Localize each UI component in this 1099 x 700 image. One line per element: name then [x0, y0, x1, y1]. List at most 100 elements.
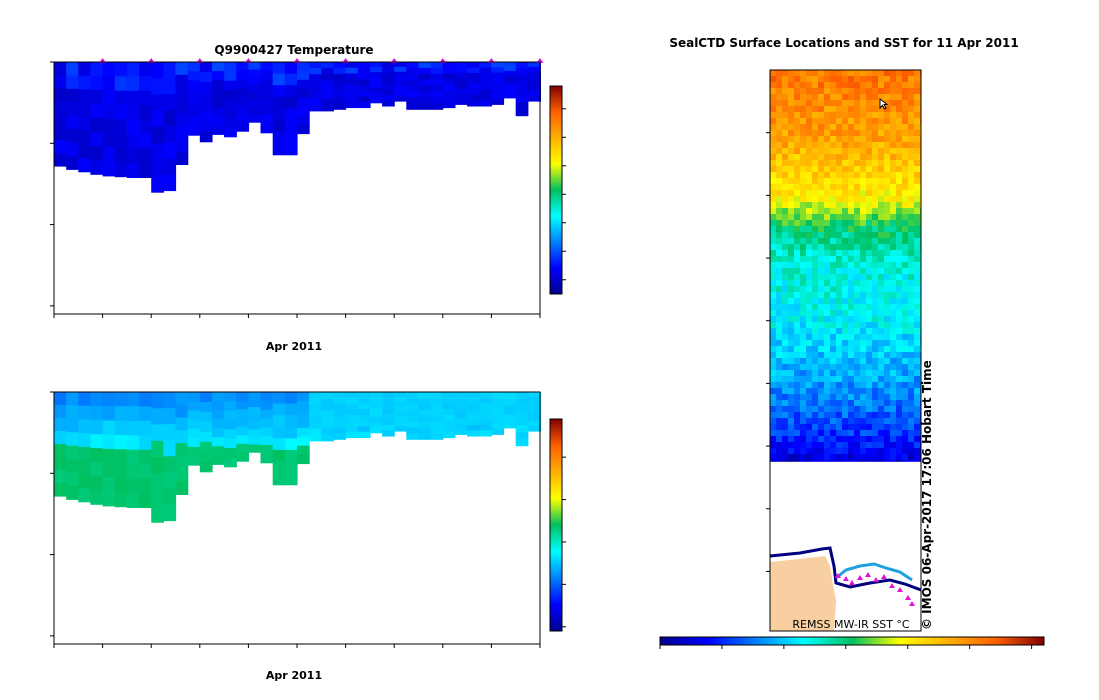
section-cell [248, 107, 262, 116]
section-cell [442, 79, 456, 86]
sst-cell [866, 286, 872, 292]
sst-cell [830, 346, 836, 352]
section-cell [442, 397, 456, 404]
sst-cell [788, 286, 794, 292]
sst-cell [866, 322, 872, 328]
sst-cell [782, 148, 788, 154]
sst-cell [860, 358, 866, 364]
section-cell [442, 414, 456, 422]
section-cell [479, 62, 493, 69]
sst-cell [842, 232, 848, 238]
sst-cell [836, 202, 842, 208]
sst-cell [794, 88, 800, 94]
sst-cell [806, 364, 812, 370]
sst-cell [854, 142, 860, 148]
sst-cell [830, 376, 836, 382]
sst-cell [860, 322, 866, 328]
sst-cell [830, 280, 836, 286]
sst-cell [782, 316, 788, 322]
sst-cell [878, 382, 884, 388]
sst-cell [866, 292, 872, 298]
sst-cell [794, 148, 800, 154]
section-cell [78, 116, 91, 132]
sst-cell [884, 352, 890, 358]
section-cell [333, 397, 347, 405]
sst-cell [800, 286, 806, 292]
sst-cell [890, 328, 896, 334]
sst-cell [854, 358, 860, 364]
section-cell [175, 138, 189, 153]
sst-cell [884, 424, 890, 430]
section-cell [467, 408, 480, 415]
sst-cell [806, 292, 812, 298]
seal-positions [835, 572, 915, 606]
section-cell [102, 90, 116, 106]
sst-cell [794, 442, 800, 448]
sst-cell [782, 130, 788, 136]
sst-cell [878, 184, 884, 190]
sst-cell [902, 112, 908, 118]
section-cell [479, 413, 493, 420]
section-cell [442, 67, 456, 74]
sst-cell [860, 268, 866, 274]
section-cell [382, 89, 395, 96]
sst-cell [770, 388, 776, 394]
sst-cell [878, 166, 884, 172]
sst-cell [818, 88, 824, 94]
section-cell [406, 409, 420, 417]
sst-cell [878, 106, 884, 112]
section-cell [467, 419, 480, 426]
sst-cell [890, 448, 896, 454]
section-cell [321, 404, 334, 411]
sst-cell [812, 424, 818, 430]
sst-cell [770, 340, 776, 346]
sst-cell [908, 448, 914, 454]
section-cell [467, 67, 480, 74]
sst-cell [872, 298, 878, 304]
sst-cell [788, 124, 794, 130]
sst-cell [824, 142, 830, 148]
sst-cell [836, 100, 842, 106]
sst-cell [818, 412, 824, 418]
sst-cell [860, 352, 866, 358]
sst-cell [794, 214, 800, 220]
section-cell [479, 83, 493, 90]
sst-cell [896, 442, 902, 448]
sst-cell [776, 238, 782, 244]
section-cell [454, 429, 468, 435]
section-cell [272, 403, 286, 416]
sst-cell [770, 130, 776, 136]
section-cell [527, 421, 541, 427]
sst-cell [896, 292, 902, 298]
section-cell [236, 426, 250, 436]
section-cell [114, 406, 128, 422]
sst-cell [806, 136, 812, 142]
sst-cell [836, 322, 842, 328]
sst-cell [806, 190, 812, 196]
sst-cell [854, 220, 860, 226]
sst-cell [836, 142, 842, 148]
sst-cell [854, 88, 860, 94]
sst-cell [914, 244, 920, 250]
sst-cell [902, 124, 908, 130]
section-cell [114, 62, 128, 77]
section-cell [503, 400, 517, 406]
section-cell [418, 415, 432, 423]
sst-cell [854, 178, 860, 184]
sst-cell [818, 304, 824, 310]
section-cell [527, 426, 541, 432]
sst-cell [782, 100, 788, 106]
sst-cell [842, 178, 848, 184]
sst-cell [818, 136, 824, 142]
sst-cell [818, 154, 824, 160]
section-cell [515, 95, 529, 103]
sst-cell [848, 280, 854, 286]
sst-cell [782, 340, 788, 346]
sst-cell [890, 334, 896, 340]
section-cell [369, 97, 383, 104]
sst-cell [806, 274, 812, 280]
sst-cell [884, 262, 890, 268]
seal-position-marker [843, 576, 849, 581]
sst-cell [794, 184, 800, 190]
sst-cell [782, 250, 788, 256]
